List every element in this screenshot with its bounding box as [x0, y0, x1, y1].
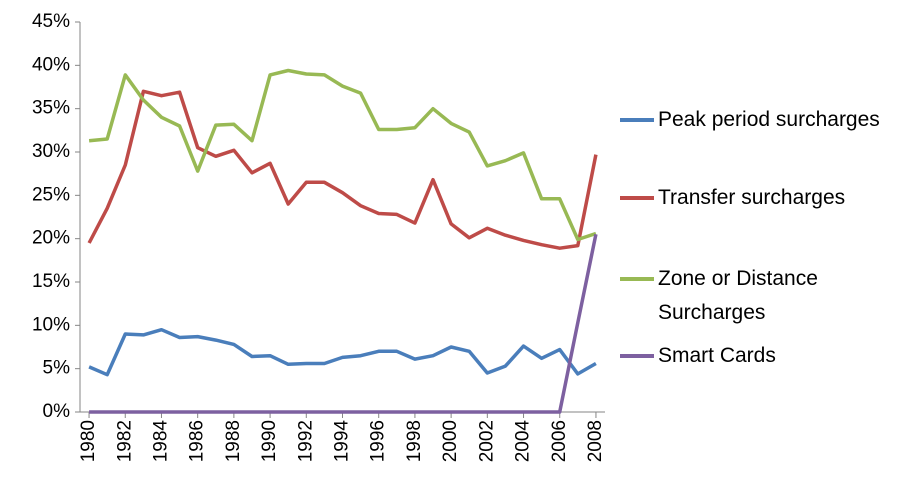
x-tick-label: 1994	[332, 420, 353, 463]
legend-label: Peak period surcharges	[658, 108, 880, 131]
legend-item: Zone or Distance Surcharges	[620, 262, 905, 330]
y-tick-label: 35%	[32, 98, 70, 119]
x-tick-label: 1982	[114, 420, 135, 462]
legend-item: Smart Cards	[620, 339, 905, 373]
x-tick-label: 2000	[440, 420, 461, 462]
y-tick-label: 15%	[32, 271, 70, 292]
series-line	[87, 89, 598, 250]
legend-item: Transfer surcharges	[620, 181, 905, 215]
x-tick-label: 1984	[150, 420, 171, 463]
y-tick-label: 45%	[32, 11, 70, 32]
x-tick-label: 1986	[187, 420, 208, 462]
y-tick-label: 0%	[43, 401, 71, 422]
x-tick-label: 1980	[78, 420, 99, 462]
x-tick-label: 1990	[259, 420, 280, 462]
y-tick-label: 10%	[32, 314, 70, 335]
legend-swatch	[620, 277, 654, 281]
y-tick-label: 30%	[32, 141, 70, 162]
y-tick-label: 25%	[32, 184, 70, 205]
y-tick-label: 20%	[32, 228, 70, 249]
y-tick-label: 40%	[32, 54, 70, 75]
x-tick-label: 1988	[223, 420, 244, 462]
series-line	[88, 327, 597, 377]
x-tick-label: 2006	[549, 420, 570, 462]
x-tick-label: 2002	[476, 420, 497, 462]
legend-label: Transfer surcharges	[658, 186, 846, 209]
x-tick-label: 1992	[295, 420, 316, 462]
legend-label: Zone or Distance Surcharges	[658, 267, 818, 324]
x-tick-label: 1996	[368, 420, 389, 462]
y-tick-label: 5%	[43, 358, 71, 379]
series-line	[89, 233, 598, 414]
x-tick-label: 2004	[513, 420, 534, 463]
legend-item: Peak period surcharges	[620, 103, 905, 137]
series-line	[88, 68, 597, 242]
x-tick-label: 1998	[404, 420, 425, 462]
legend-swatch	[620, 118, 654, 122]
x-tick-label: 2008	[585, 420, 606, 462]
legend-label: Smart Cards	[658, 344, 776, 367]
legend-swatch	[620, 354, 654, 358]
legend-swatch	[620, 196, 654, 200]
